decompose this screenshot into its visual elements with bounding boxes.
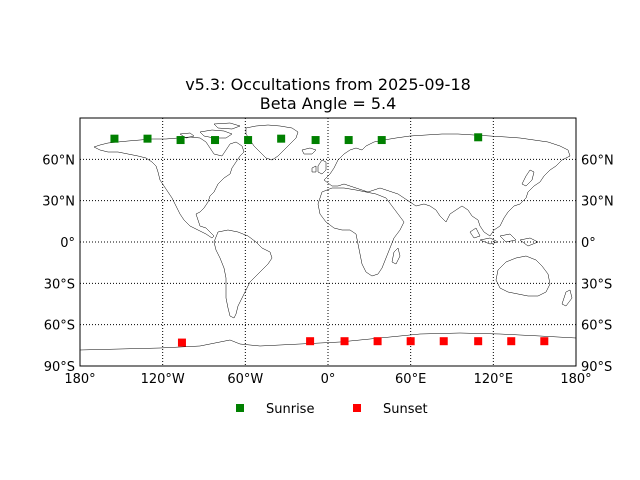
data-point-sunset	[540, 337, 549, 346]
x-tick-label: 60°E	[395, 372, 426, 387]
x-tick-label: 180°	[560, 372, 591, 387]
data-point-sunrise	[474, 133, 483, 142]
x-tick-label: 180°	[64, 372, 95, 387]
y-tick-label-right: 60°N	[581, 153, 614, 168]
axis-ticks: 180° 120°W 60°W 0° 60°E 120°E 180° 60°N 60°N 30°N…	[42, 153, 614, 387]
data-point-sunrise	[377, 136, 386, 145]
legend: Sunrise Sunset	[236, 402, 428, 417]
coastline-antarctica	[80, 332, 576, 351]
chart-subtitle: Beta Angle = 5.4	[260, 94, 397, 113]
data-marks	[110, 133, 549, 347]
data-point-sunrise	[211, 136, 220, 145]
x-tick-label: 0°	[321, 372, 336, 387]
y-tick-label-left: 90°S	[44, 360, 75, 375]
data-point-sunrise	[344, 136, 353, 145]
data-point-sunrise	[143, 134, 152, 143]
data-point-sunrise	[110, 134, 119, 143]
map-area	[80, 118, 576, 366]
data-point-sunset	[507, 337, 516, 346]
coastline-new-zealand	[561, 289, 573, 307]
data-point-sunrise	[244, 136, 253, 145]
data-point-sunset	[340, 337, 349, 346]
legend-label-sunrise: Sunrise	[266, 402, 314, 417]
coastline-greenland	[245, 124, 299, 161]
y-tick-label-left: 0°	[60, 236, 75, 251]
coastline-british-isles	[311, 159, 327, 175]
data-point-sunset	[177, 338, 186, 347]
data-point-sunrise	[176, 136, 185, 145]
coastline-japan	[521, 169, 535, 187]
data-point-sunrise	[311, 136, 320, 145]
graticule	[80, 118, 576, 366]
y-tick-label-left: 30°S	[44, 277, 75, 292]
y-tick-label-right: 60°S	[581, 319, 612, 334]
coastline-australia	[495, 255, 551, 297]
y-tick-label-right: 0°	[581, 236, 596, 251]
coastline-madagascar	[391, 247, 401, 265]
y-tick-label-right: 30°S	[581, 277, 612, 292]
coastline-north-america	[93, 136, 245, 239]
y-tick-label-left: 60°S	[44, 319, 75, 334]
coastline-africa	[317, 187, 405, 277]
y-tick-label-right: 90°S	[581, 360, 612, 375]
coastline-iceland	[301, 147, 317, 155]
coastline-south-america	[213, 229, 273, 319]
data-point-sunset	[306, 337, 315, 346]
coastline-eurasia	[323, 133, 571, 237]
data-point-sunset	[439, 337, 448, 346]
data-point-sunrise	[277, 134, 286, 143]
data-point-sunset	[373, 337, 382, 346]
x-tick-label: 120°W	[141, 372, 185, 387]
legend-label-sunset: Sunset	[383, 402, 428, 417]
data-point-sunset	[474, 337, 483, 346]
y-tick-label-right: 30°N	[581, 195, 614, 210]
x-tick-label: 120°E	[474, 372, 514, 387]
legend-marker-sunset	[353, 404, 361, 412]
map-frame	[79, 117, 577, 367]
data-point-sunset	[406, 337, 415, 346]
legend-marker-sunrise	[236, 404, 244, 412]
y-tick-label-left: 60°N	[42, 153, 75, 168]
y-tick-label-left: 30°N	[42, 195, 75, 210]
x-tick-label: 60°W	[227, 372, 263, 387]
chart-title: v5.3: Occultations from 2025-09-18	[185, 75, 471, 94]
